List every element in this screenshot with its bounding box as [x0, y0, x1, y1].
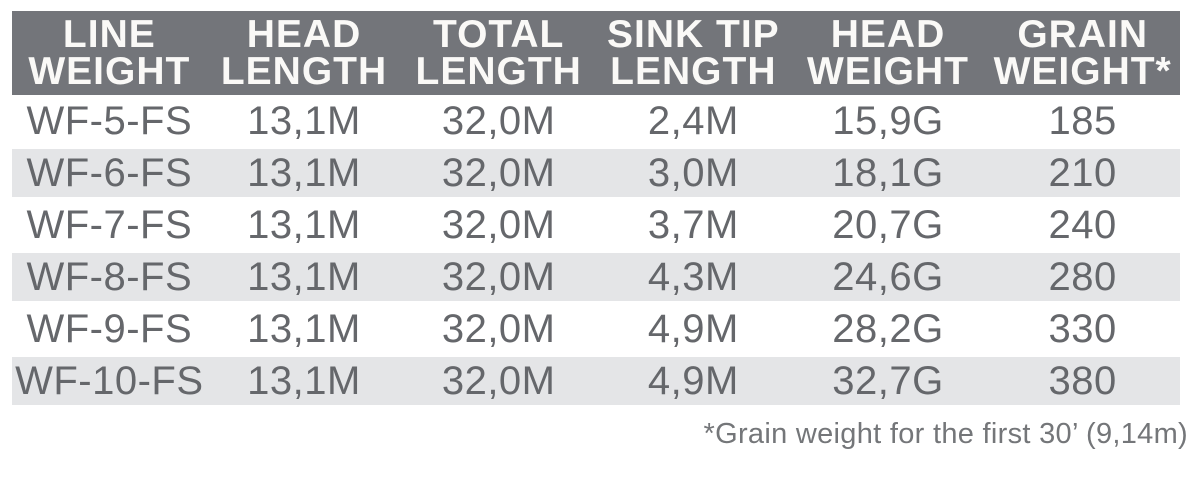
grain-weight-footnote: *Grain weight for the first 30’ (9,14m): [703, 418, 1188, 450]
column-header-label: WEIGHT: [807, 50, 969, 93]
cell-head-length: 13,1M: [247, 98, 361, 143]
cell-grain-weight: 280: [1048, 254, 1117, 299]
cell-total-length: 32,0M: [441, 358, 556, 403]
cell-grain-weight: 185: [1048, 98, 1117, 143]
cell-sink-tip-length: 4,3M: [647, 254, 739, 299]
cell-line-weight: WF-6-FS: [26, 150, 193, 195]
column-header-label: LENGTH: [220, 50, 388, 93]
column-header-label: TOTAL: [432, 13, 565, 56]
cell-head-length: 13,1M: [247, 202, 361, 247]
table-header-row: LINE WEIGHT HEAD LENGTH TOTAL LENGTH SIN…: [12, 11, 1180, 95]
cell-head-length: 13,1M: [247, 306, 361, 351]
table-row-wf-8-fs: WF-8-FS 13,1M 32,0M 4,3M 24,6G 280: [12, 251, 1180, 303]
cell-grain-weight: 380: [1048, 358, 1117, 403]
cell-head-weight: 18,1G: [832, 150, 944, 195]
cell-total-length: 32,0M: [441, 306, 556, 351]
cell-total-length: 32,0M: [441, 98, 556, 143]
cell-total-length: 32,0M: [441, 202, 556, 247]
cell-sink-tip-length: 4,9M: [647, 358, 739, 403]
table-body: WF-5-FS 13,1M 32,0M 2,4M 15,9G 185 WF-6-…: [12, 95, 1180, 407]
column-header-label: LENGTH: [415, 50, 582, 93]
cell-sink-tip-length: 3,7M: [647, 202, 739, 247]
column-header-label: LINE: [62, 13, 156, 56]
cell-sink-tip-length: 4,9M: [647, 306, 739, 351]
column-header-label: HEAD: [246, 13, 362, 56]
table-row-wf-10-fs: WF-10-FS 13,1M 32,0M 4,9M 32,7G 380: [12, 355, 1180, 407]
cell-head-length: 13,1M: [247, 150, 361, 195]
cell-head-length: 13,1M: [247, 254, 361, 299]
cell-grain-weight: 240: [1048, 202, 1117, 247]
table-row-wf-9-fs: WF-9-FS 13,1M 32,0M 4,9M 28,2G 330: [12, 303, 1180, 355]
cell-head-weight: 15,9G: [832, 98, 944, 143]
column-header-label: LENGTH: [610, 50, 777, 93]
column-header-label: WEIGHT: [28, 50, 191, 93]
cell-line-weight: WF-5-FS: [26, 98, 193, 143]
table-row-wf-7-fs: WF-7-FS 13,1M 32,0M 3,7M 20,7G 240: [12, 199, 1180, 251]
column-header-sink-tip-length: SINK TIP LENGTH: [596, 11, 791, 95]
cell-line-weight: WF-7-FS: [26, 202, 193, 247]
column-header-total-length: TOTAL LENGTH: [401, 11, 596, 95]
cell-head-length: 13,1M: [247, 358, 361, 403]
column-header-grain-weight: GRAIN WEIGHT*: [985, 11, 1180, 95]
table-row-wf-5-fs: WF-5-FS 13,1M 32,0M 2,4M 15,9G 185: [12, 95, 1180, 147]
line-spec-table: LINE WEIGHT HEAD LENGTH TOTAL LENGTH SIN…: [12, 11, 1180, 407]
cell-total-length: 32,0M: [441, 254, 556, 299]
column-header-label: GRAIN: [1017, 13, 1148, 56]
cell-grain-weight: 210: [1048, 150, 1117, 195]
cell-line-weight: WF-10-FS: [15, 358, 204, 403]
cell-head-weight: 24,6G: [832, 254, 944, 299]
column-header-head-length: HEAD LENGTH: [207, 11, 402, 95]
cell-grain-weight: 330: [1048, 306, 1117, 351]
table-row-wf-6-fs: WF-6-FS 13,1M 32,0M 3,0M 18,1G 210: [12, 147, 1180, 199]
column-header-head-weight: HEAD WEIGHT: [791, 11, 986, 95]
cell-line-weight: WF-8-FS: [26, 254, 193, 299]
cell-head-weight: 20,7G: [832, 202, 944, 247]
cell-sink-tip-length: 2,4M: [647, 98, 739, 143]
column-header-line-weight: LINE WEIGHT: [12, 11, 207, 95]
column-header-label: WEIGHT*: [993, 50, 1172, 93]
cell-head-weight: 32,7G: [832, 358, 944, 403]
column-header-label: HEAD: [830, 13, 946, 56]
cell-head-weight: 28,2G: [832, 306, 944, 351]
cell-total-length: 32,0M: [441, 150, 556, 195]
cell-line-weight: WF-9-FS: [26, 306, 193, 351]
column-header-label: SINK TIP: [606, 13, 780, 56]
cell-sink-tip-length: 3,0M: [647, 150, 739, 195]
